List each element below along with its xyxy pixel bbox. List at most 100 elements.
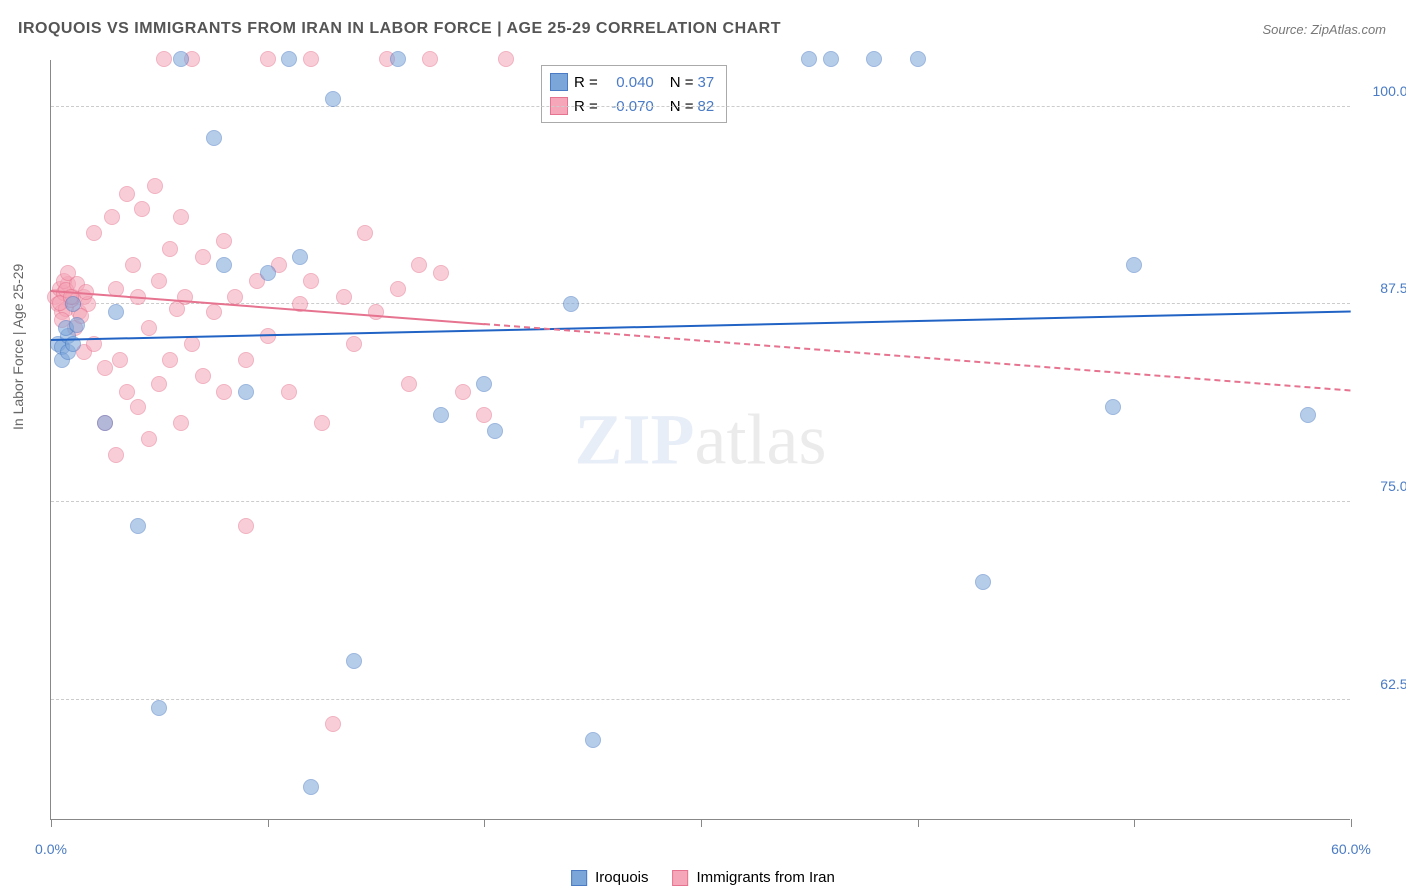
scatter-point [1126, 257, 1142, 273]
scatter-point [108, 447, 124, 463]
scatter-point [325, 91, 341, 107]
scatter-point [433, 407, 449, 423]
scatter-point [476, 376, 492, 392]
n-label: N = [670, 74, 694, 91]
scatter-point [134, 201, 150, 217]
gridline-h [51, 106, 1350, 107]
scatter-point [206, 130, 222, 146]
bottom-legend: Iroquois Immigrants from Iran [571, 869, 835, 886]
r-label: R = [574, 74, 598, 91]
scatter-point [156, 51, 172, 67]
scatter-point [184, 336, 200, 352]
scatter-point [422, 51, 438, 67]
scatter-point [866, 51, 882, 67]
watermark-zip: ZIP [575, 399, 695, 479]
scatter-point [498, 51, 514, 67]
x-tick [1351, 819, 1352, 827]
scatter-point [910, 51, 926, 67]
scatter-point [281, 384, 297, 400]
x-tick [51, 819, 52, 827]
scatter-point [147, 178, 163, 194]
scatter-point [238, 518, 254, 534]
x-tick [701, 819, 702, 827]
legend-item-iran: Immigrants from Iran [673, 869, 835, 886]
scatter-point [368, 304, 384, 320]
n-value: 37 [698, 74, 715, 91]
scatter-point [195, 249, 211, 265]
scatter-point [173, 415, 189, 431]
scatter-point [455, 384, 471, 400]
scatter-point [119, 186, 135, 202]
stats-legend: R = 0.040 N = 37 R = -0.070 N = 82 [541, 65, 727, 123]
scatter-point [104, 209, 120, 225]
scatter-point [325, 716, 341, 732]
scatter-point [1300, 407, 1316, 423]
scatter-point [487, 423, 503, 439]
scatter-point [433, 265, 449, 281]
scatter-point [563, 296, 579, 312]
scatter-point [112, 352, 128, 368]
scatter-point [975, 574, 991, 590]
scatter-point [86, 225, 102, 241]
scatter-point [151, 700, 167, 716]
trend-line [51, 310, 1351, 340]
scatter-point [476, 407, 492, 423]
legend-label: Immigrants from Iran [697, 869, 835, 886]
scatter-point [151, 273, 167, 289]
x-tick [484, 819, 485, 827]
scatter-point [141, 431, 157, 447]
stats-row-iroquois: R = 0.040 N = 37 [550, 70, 714, 94]
scatter-point [292, 249, 308, 265]
scatter-point [260, 51, 276, 67]
watermark: ZIPatlas [575, 398, 827, 481]
scatter-point [303, 273, 319, 289]
y-axis-label: In Labor Force | Age 25-29 [10, 264, 26, 430]
watermark-atlas: atlas [695, 399, 827, 479]
scatter-point [173, 209, 189, 225]
swatch-iroquois [550, 73, 568, 91]
y-tick-label: 87.5% [1360, 280, 1406, 296]
x-tick [918, 819, 919, 827]
plot-area: ZIPatlas R = 0.040 N = 37 R = -0.070 N =… [50, 60, 1350, 820]
scatter-point [216, 257, 232, 273]
trend-line [484, 323, 1351, 391]
scatter-point [173, 51, 189, 67]
scatter-point [162, 352, 178, 368]
gridline-h [51, 699, 1350, 700]
scatter-point [314, 415, 330, 431]
legend-item-iroquois: Iroquois [571, 869, 648, 886]
scatter-point [823, 51, 839, 67]
scatter-point [227, 289, 243, 305]
scatter-point [390, 281, 406, 297]
scatter-point [130, 518, 146, 534]
correlation-chart: IROQUOIS VS IMMIGRANTS FROM IRAN IN LABO… [0, 0, 1406, 892]
scatter-point [206, 304, 222, 320]
scatter-point [119, 384, 135, 400]
scatter-point [125, 257, 141, 273]
x-tick-label: 60.0% [1331, 841, 1371, 857]
y-tick-label: 100.0% [1360, 83, 1406, 99]
scatter-point [401, 376, 417, 392]
x-tick [1134, 819, 1135, 827]
scatter-point [585, 732, 601, 748]
scatter-point [260, 265, 276, 281]
scatter-point [151, 376, 167, 392]
scatter-point [390, 51, 406, 67]
scatter-point [303, 51, 319, 67]
scatter-point [411, 257, 427, 273]
x-tick-label: 0.0% [35, 841, 67, 857]
scatter-point [281, 51, 297, 67]
r-value: 0.040 [602, 74, 654, 91]
scatter-point [97, 360, 113, 376]
scatter-point [1105, 399, 1121, 415]
legend-label: Iroquois [595, 869, 648, 886]
source-label: Source: ZipAtlas.com [1262, 22, 1386, 37]
y-tick-label: 75.0% [1360, 478, 1406, 494]
scatter-point [357, 225, 373, 241]
scatter-point [346, 336, 362, 352]
chart-title: IROQUOIS VS IMMIGRANTS FROM IRAN IN LABO… [18, 20, 781, 38]
swatch-iroquois [571, 870, 587, 886]
scatter-point [162, 241, 178, 257]
scatter-point [97, 415, 113, 431]
scatter-point [238, 384, 254, 400]
